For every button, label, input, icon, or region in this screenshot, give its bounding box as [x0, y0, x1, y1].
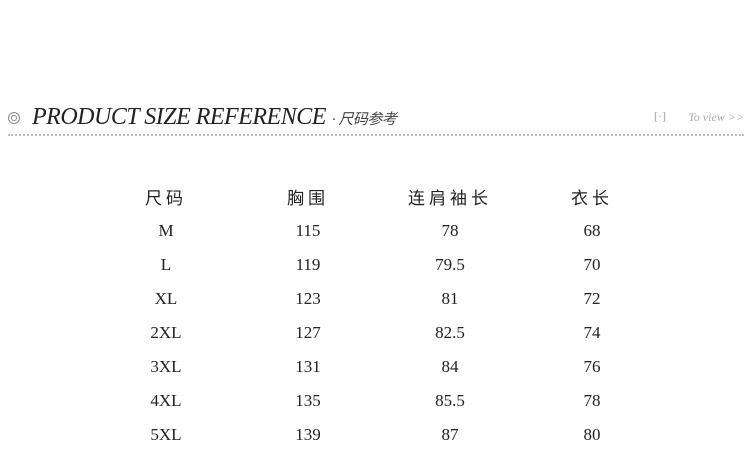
- table-cell: 85.5: [435, 391, 465, 410]
- table-cell: 119: [295, 255, 321, 274]
- table-cell: 80: [583, 425, 601, 444]
- table-cell: 123: [295, 289, 321, 308]
- circle-icon: [8, 112, 20, 124]
- size-table: 尺码 胸围 连肩袖长 衣长 M 115 78 68 L 119 79.5 70 XL 123 81 7…: [95, 178, 663, 452]
- table-cell: 70: [583, 255, 601, 274]
- col-length: 衣长: [571, 188, 613, 209]
- table-cell: 131: [295, 357, 321, 376]
- section-header: PRODUCT SIZE REFERENCE · 尺码参考 [·] To view…: [8, 104, 744, 134]
- table-cell: 84: [441, 357, 459, 376]
- subtitle-text: · 尺码参考: [331, 112, 397, 128]
- divider: [8, 134, 744, 136]
- table-row: 2XL 127 82.5 74: [95, 316, 663, 350]
- table-cell: 115: [295, 221, 321, 240]
- table-cell: 74: [583, 323, 601, 342]
- title-text: PRODUCT SIZE REFERENCE: [32, 104, 326, 130]
- table-cell: XL: [154, 289, 178, 308]
- table-cell: 87: [441, 425, 459, 444]
- table-row: 4XL 135 85.5 78: [95, 384, 663, 418]
- table-cell: 76: [583, 357, 601, 376]
- table-row: 5XL 139 87 80: [95, 418, 663, 452]
- table-row: XL 123 81 72: [95, 282, 663, 316]
- table-cell: 81: [441, 289, 459, 308]
- table-row: L 119 79.5 70: [95, 248, 663, 282]
- table-cell: 3XL: [150, 357, 182, 376]
- table-cell: 5XL: [150, 425, 182, 444]
- table-cell: 127: [295, 323, 321, 342]
- table-row: M 115 78 68: [95, 214, 663, 248]
- table-row: 3XL 131 84 76: [95, 350, 663, 384]
- table-cell: 78: [441, 221, 459, 240]
- table-cell: M: [158, 221, 174, 240]
- table-cell: 135: [295, 391, 321, 410]
- table-cell: 72: [583, 289, 601, 308]
- table-cell: L: [160, 255, 172, 274]
- table-cell: 68: [583, 221, 601, 240]
- table-header-row: 尺码 胸围 连肩袖长 衣长: [95, 178, 663, 214]
- table-cell: 82.5: [435, 323, 465, 342]
- col-chest: 胸围: [287, 188, 329, 209]
- table-cell: 4XL: [150, 391, 182, 410]
- table-cell: 2XL: [150, 323, 182, 342]
- col-sleeve: 连肩袖长: [408, 188, 492, 209]
- table-cell: 139: [295, 425, 321, 444]
- bracket-icon: [·]: [654, 109, 666, 123]
- col-size: 尺码: [145, 188, 187, 209]
- to-view-link[interactable]: To view >>: [688, 110, 744, 124]
- table-cell: 78: [583, 391, 601, 410]
- table-cell: 79.5: [435, 255, 465, 274]
- section-title: PRODUCT SIZE REFERENCE · 尺码参考: [32, 104, 397, 131]
